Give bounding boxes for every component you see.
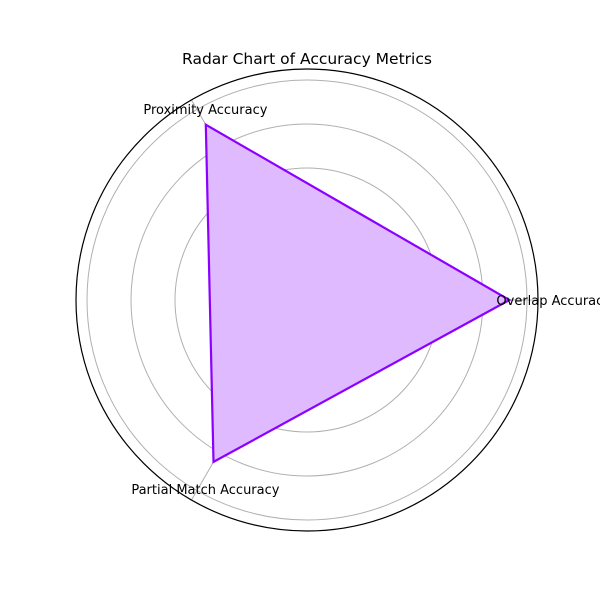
axis-label-2: Proximity Accuracy	[143, 103, 267, 118]
series-layer	[204, 122, 512, 464]
axis-label-1: Overlap Accuracy	[496, 294, 600, 309]
polar-frame	[75, 68, 539, 532]
axis-label-3: Partial Match Accuracy	[131, 483, 279, 498]
axis-labels: Overlap Accuracy Proximity Accuracy Partia…	[131, 103, 600, 498]
series-fill-1	[205, 124, 510, 462]
series-line-1	[204, 122, 512, 464]
chart-title: Radar Chart of Accuracy Metrics	[182, 50, 432, 68]
